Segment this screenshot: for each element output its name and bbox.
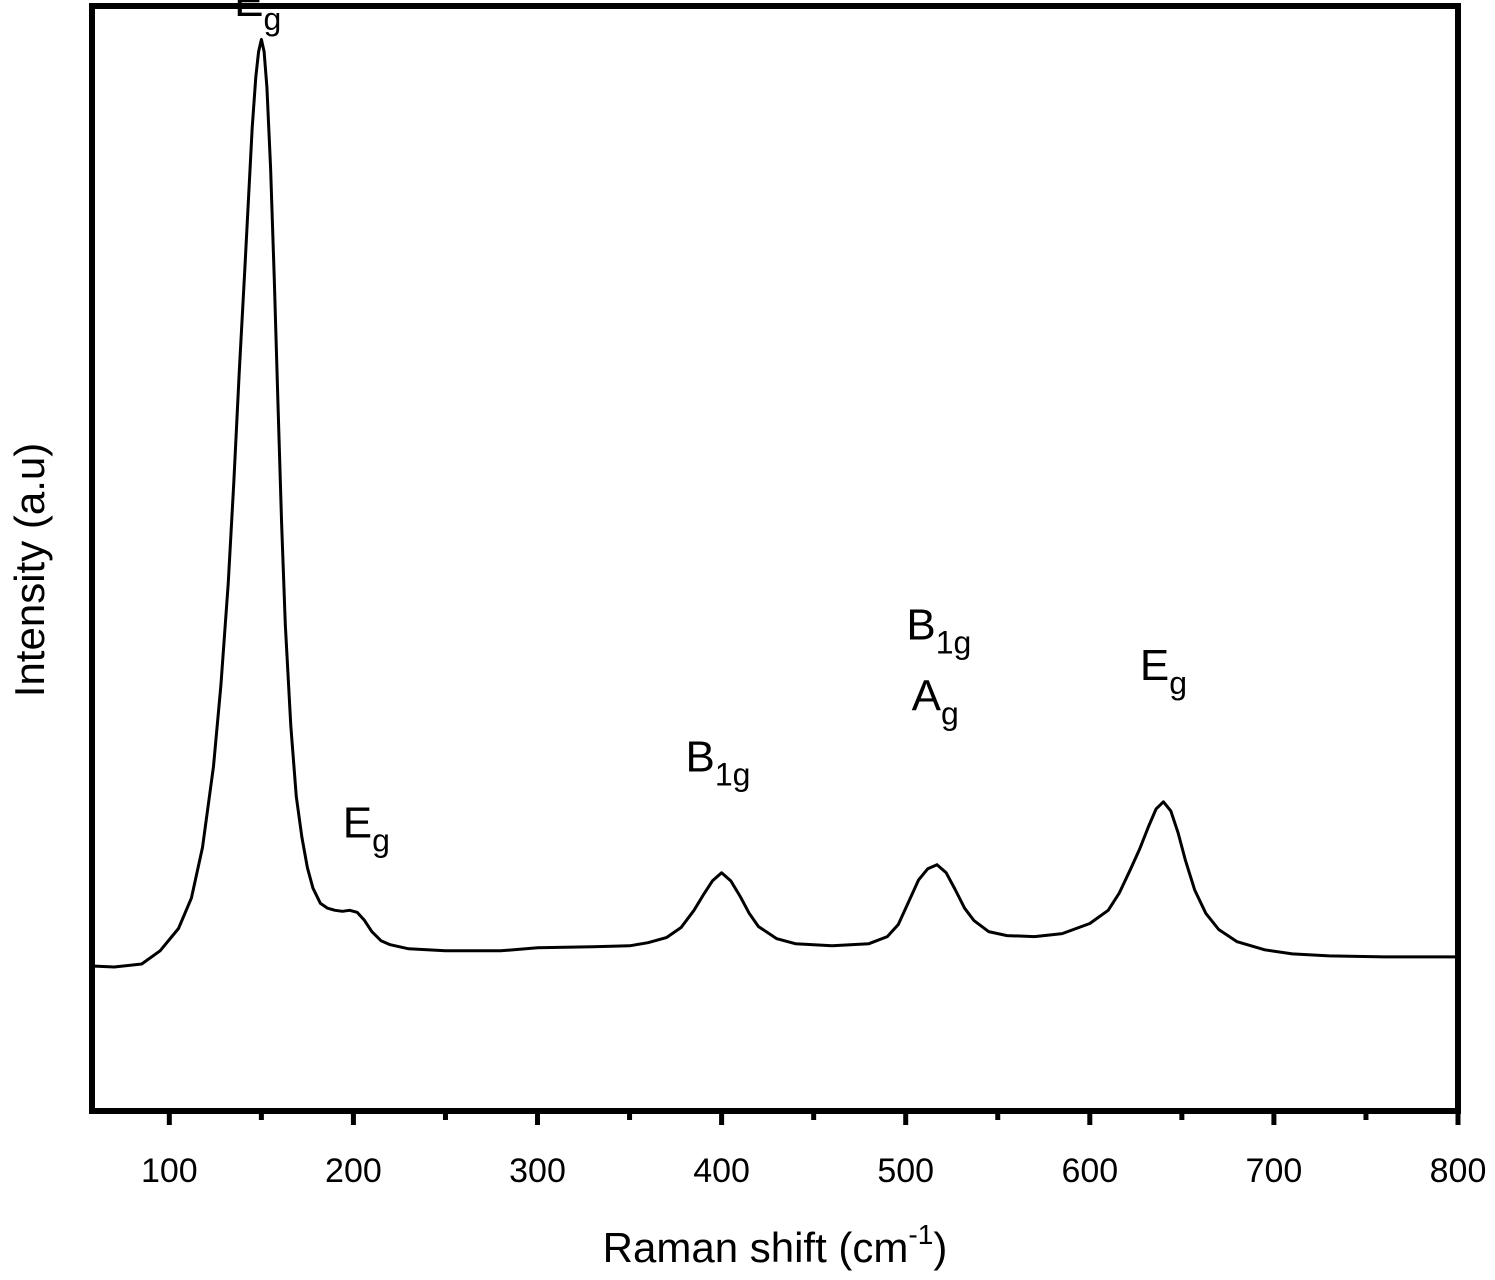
- x-tick-label: 600: [1061, 1152, 1118, 1190]
- peak-label-base: E: [1140, 641, 1169, 690]
- peak-label: Eg: [1140, 641, 1187, 701]
- peak-label: B1g: [906, 601, 971, 661]
- peak-label: Eg: [343, 798, 390, 858]
- peak-label: B1g: [685, 732, 750, 792]
- x-axis-tick-labels: 100 200 300 400 500 600 700 800: [141, 1152, 1486, 1190]
- peak-label-subscript: 1g: [936, 625, 972, 661]
- x-axis-label-close: ): [933, 1224, 947, 1271]
- peak-label: Ag: [912, 672, 959, 732]
- y-axis-label: Intensity (a.u): [6, 443, 53, 697]
- x-tick-label: 800: [1430, 1152, 1487, 1190]
- peak-label-base: B: [685, 732, 714, 781]
- peak-label-base: A: [912, 672, 942, 721]
- x-tick-label: 300: [509, 1152, 566, 1190]
- peak-label-base: B: [906, 601, 935, 650]
- x-axis-ticks: [166, 1111, 1461, 1125]
- peak-label: Eg: [234, 0, 281, 37]
- peak-label-base: E: [234, 0, 263, 26]
- x-axis-label-superscript: -1: [908, 1219, 933, 1250]
- spectrum-line-0: [90, 38, 1460, 969]
- plot-content: [90, 38, 1460, 969]
- peak-label-subscript: g: [1169, 665, 1187, 701]
- peak-label-subscript: g: [941, 696, 959, 732]
- plot-frame: [89, 3, 1461, 1114]
- x-tick-label: 400: [693, 1152, 750, 1190]
- x-tick-label: 700: [1246, 1152, 1303, 1190]
- peak-label-subscript: g: [263, 1, 281, 37]
- x-tick-label: 100: [141, 1152, 198, 1190]
- peak-label-subscript: 1g: [715, 756, 751, 792]
- peak-label-subscript: g: [372, 822, 390, 858]
- x-tick-label: 500: [877, 1152, 934, 1190]
- peak-label-base: E: [343, 798, 372, 847]
- x-axis-label: Raman shift (cm-1): [603, 1219, 948, 1271]
- x-tick-label: 200: [325, 1152, 382, 1190]
- x-axis-label-main: Raman shift (cm: [603, 1224, 909, 1271]
